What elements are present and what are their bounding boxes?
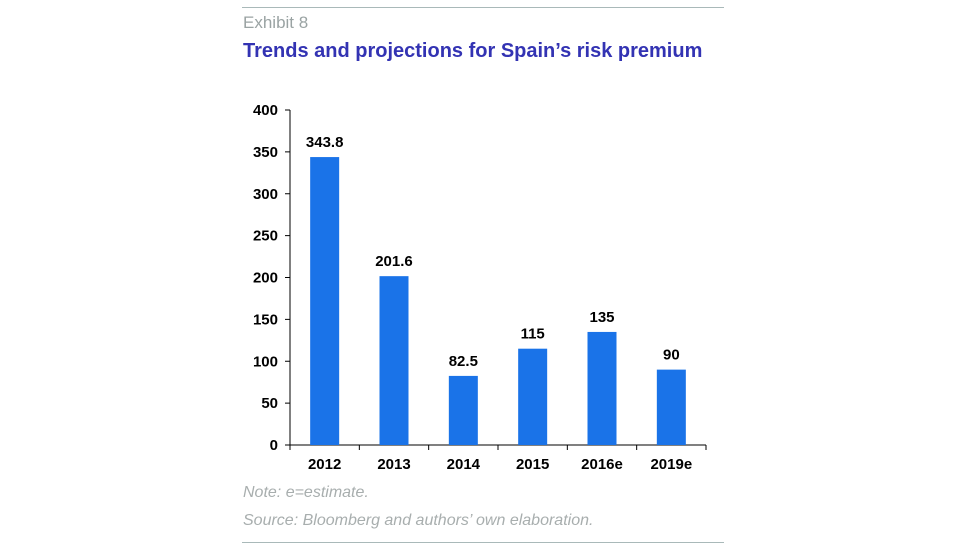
bar	[518, 348, 548, 445]
bar	[310, 157, 340, 445]
top-rule	[242, 7, 724, 8]
y-tick-label: 150	[253, 311, 278, 328]
data-label: 343.8	[306, 134, 344, 151]
x-axis: 2012 2013 2014 2015 2016e 2019e	[289, 444, 707, 473]
bar	[448, 375, 478, 445]
footnote: Note: e=estimate.	[243, 484, 369, 501]
bar	[656, 369, 686, 445]
y-tick-label: 400	[253, 102, 278, 119]
y-tick-label: 350	[253, 144, 278, 161]
x-tick-label: 2013	[377, 456, 410, 473]
x-tick-label: 2019e	[650, 456, 692, 473]
data-label: 90	[663, 347, 680, 364]
data-label: 82.5	[449, 353, 478, 370]
y-tick-label: 50	[261, 395, 278, 412]
bars: 343.8 201.6 82.5 115 135 90	[306, 134, 686, 445]
x-tick-label: 2012	[308, 456, 341, 473]
bar	[379, 276, 409, 445]
data-label: 115	[521, 326, 545, 343]
x-tick-label: 2015	[516, 456, 549, 473]
bar	[587, 331, 617, 445]
x-tick-label: 2014	[447, 456, 481, 473]
chart-title: Trends and projections for Spain’s risk …	[243, 40, 703, 62]
y-tick-label: 300	[253, 186, 278, 203]
y-tick-label: 200	[253, 270, 278, 287]
y-tick-label: 250	[253, 228, 278, 245]
data-label: 135	[589, 309, 614, 326]
x-tick-label: 2016e	[581, 456, 623, 473]
exhibit-label: Exhibit 8	[243, 13, 309, 32]
y-axis: 0 50 100 150 200 250 300 350 400	[253, 102, 291, 454]
y-tick-label: 0	[270, 437, 278, 454]
bottom-rule	[242, 542, 724, 543]
source-note: Source: Bloomberg and authors’ own elabo…	[243, 512, 594, 529]
data-label: 201.6	[375, 253, 413, 270]
y-tick-label: 100	[253, 353, 278, 370]
